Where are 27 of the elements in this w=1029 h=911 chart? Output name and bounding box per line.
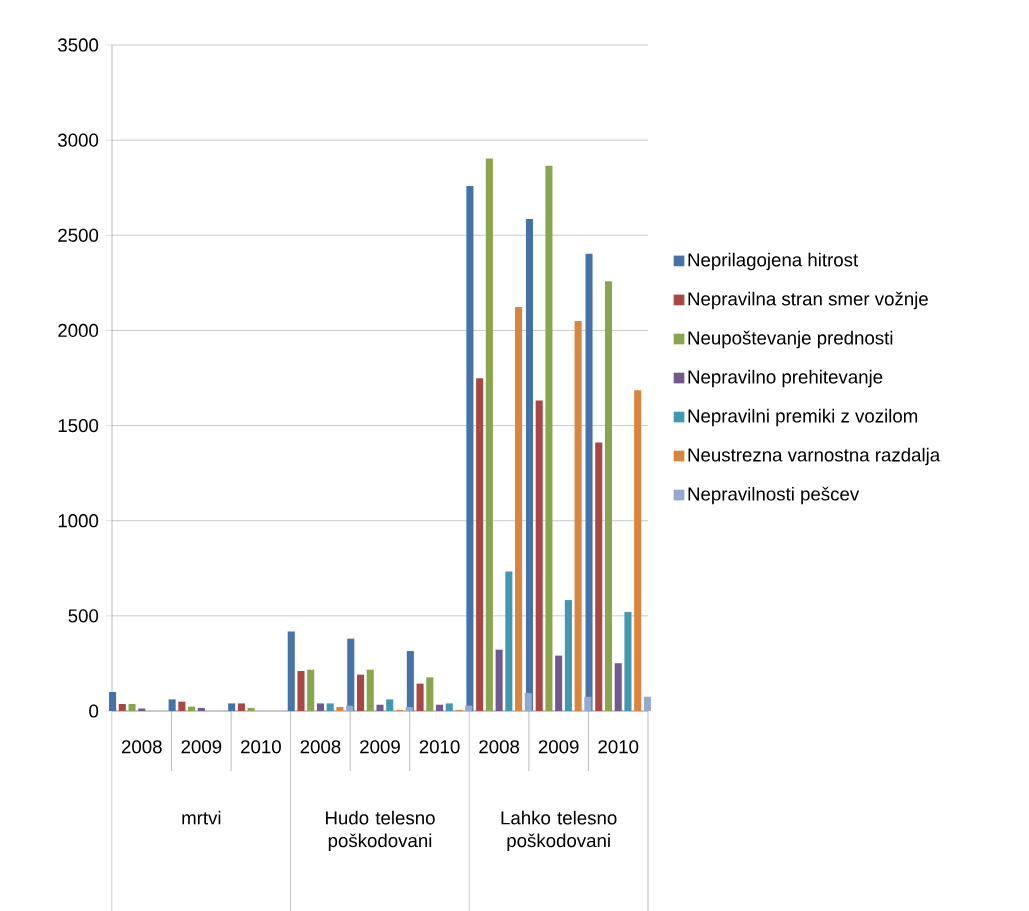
x-tick-label: 2010 — [419, 740, 460, 754]
y-tick-label: 0 — [89, 704, 99, 718]
x-tick-label: 2008 — [479, 740, 520, 754]
legend-label: Nepravilno prehitevanje — [688, 369, 883, 388]
x-tick-label: 2009 — [181, 740, 222, 754]
x-tick-label: 2010 — [241, 740, 281, 754]
y-tick-label: 2000 — [58, 323, 99, 337]
x-tick-label: 2008 — [121, 740, 162, 754]
legend-label: Nepravilna stran smer vožnje — [688, 291, 928, 310]
text: Lahko telesno poškodovani — [501, 810, 617, 851]
legend-label: Neustrezna varnostna razdalja — [688, 447, 941, 466]
y-tick-label: 2500 — [58, 228, 99, 242]
legend-label: Nepravilnosti pešcev — [688, 486, 860, 505]
y-tick-label: 1500 — [58, 418, 99, 433]
text: Hudo telesno poškodovani — [326, 810, 435, 851]
y-tick-label: 3500 — [58, 38, 99, 52]
x-tick-label: 2009 — [360, 740, 400, 754]
x-tick-label: 2008 — [300, 740, 341, 754]
text: mrtvi — [182, 810, 221, 825]
x-tick-label: 2010 — [598, 740, 639, 754]
y-tick-label: 3000 — [58, 133, 99, 147]
legend-label: Nepravilni premiki z vozilom — [688, 408, 918, 427]
x-tick-label: 2009 — [538, 740, 579, 754]
y-tick-label: 1000 — [58, 513, 99, 528]
legend-label: Neprilagojena hitrost — [688, 252, 859, 271]
y-tick-label: 500 — [68, 609, 99, 623]
legend-label: Neupoštevanje prednosti — [688, 330, 893, 349]
